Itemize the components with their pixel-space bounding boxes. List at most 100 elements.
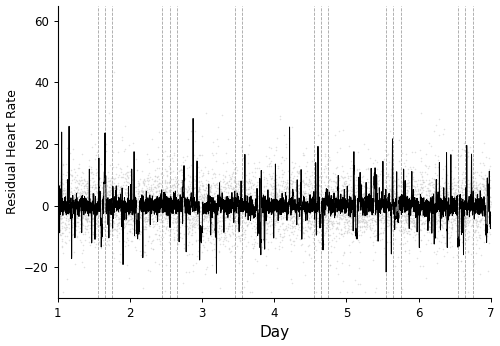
Point — [470, 205, 478, 210]
Point — [113, 183, 121, 189]
Point — [245, 212, 253, 218]
Point — [58, 230, 66, 235]
Point — [287, 178, 295, 183]
Point — [140, 181, 148, 187]
Point — [354, 211, 362, 216]
Point — [373, 211, 381, 217]
Point — [72, 201, 80, 207]
Point — [160, 188, 168, 194]
Point — [299, 230, 307, 236]
Point — [486, 225, 494, 231]
Point — [457, 258, 465, 263]
Point — [154, 233, 162, 238]
Point — [137, 207, 145, 213]
Point — [272, 192, 280, 197]
Point — [446, 189, 454, 195]
Point — [480, 185, 488, 190]
Point — [104, 222, 112, 228]
Point — [154, 217, 162, 222]
Point — [192, 237, 200, 242]
Point — [162, 226, 170, 231]
Point — [91, 202, 99, 207]
Point — [431, 194, 439, 200]
Point — [483, 198, 491, 203]
Point — [310, 214, 318, 219]
Point — [268, 212, 276, 217]
Point — [270, 212, 278, 217]
Point — [213, 198, 221, 203]
Point — [239, 181, 247, 187]
Point — [483, 183, 491, 189]
Point — [126, 204, 134, 210]
Point — [78, 201, 86, 207]
Point — [330, 194, 338, 200]
Point — [260, 183, 268, 189]
Point — [242, 178, 250, 184]
Point — [472, 186, 480, 191]
Point — [470, 187, 478, 192]
Point — [90, 195, 98, 200]
Point — [404, 177, 412, 183]
Point — [140, 208, 148, 213]
Point — [220, 201, 228, 206]
Point — [180, 212, 188, 218]
Point — [462, 216, 470, 221]
Point — [450, 216, 458, 221]
Point — [428, 208, 436, 214]
Point — [192, 238, 200, 243]
Point — [104, 175, 112, 180]
Point — [253, 207, 261, 212]
Point — [375, 202, 383, 208]
Point — [172, 247, 179, 253]
Point — [226, 182, 234, 188]
Point — [70, 211, 78, 217]
Point — [222, 215, 230, 220]
Point — [127, 206, 135, 211]
Point — [312, 202, 320, 208]
Point — [471, 217, 479, 223]
Point — [68, 216, 76, 221]
Point — [222, 232, 230, 238]
Point — [316, 183, 324, 189]
Point — [260, 189, 268, 194]
Point — [170, 152, 178, 157]
Point — [111, 184, 119, 190]
Point — [172, 194, 180, 200]
Point — [372, 175, 380, 181]
Point — [400, 185, 408, 190]
Point — [339, 207, 347, 212]
Point — [348, 231, 356, 236]
Point — [210, 246, 218, 252]
Point — [128, 198, 136, 203]
Point — [428, 176, 436, 181]
Point — [318, 189, 326, 195]
Point — [338, 212, 346, 218]
Point — [396, 219, 404, 225]
Point — [422, 211, 430, 216]
Point — [72, 192, 80, 198]
Point — [134, 197, 142, 202]
Point — [72, 223, 80, 228]
Point — [77, 212, 85, 217]
Point — [282, 209, 290, 215]
Point — [204, 183, 212, 188]
Point — [410, 169, 418, 174]
Point — [434, 203, 442, 209]
Point — [116, 195, 124, 200]
Point — [374, 181, 382, 186]
Point — [217, 183, 225, 189]
Point — [132, 200, 140, 205]
Point — [86, 218, 94, 224]
Point — [345, 197, 353, 202]
Point — [136, 181, 143, 187]
Point — [122, 220, 130, 225]
Point — [250, 226, 258, 231]
Point — [172, 199, 179, 204]
Point — [56, 202, 64, 207]
Point — [343, 230, 351, 236]
Point — [340, 191, 348, 196]
Point — [400, 190, 407, 195]
Point — [225, 216, 233, 221]
Point — [344, 201, 352, 207]
Point — [300, 199, 308, 204]
